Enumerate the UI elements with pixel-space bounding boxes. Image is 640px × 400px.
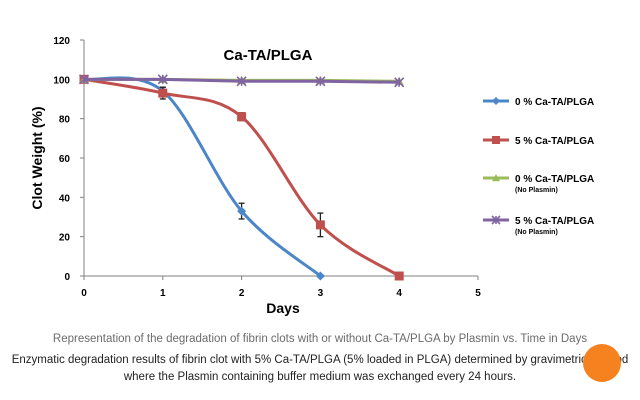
data-point-series-4 <box>315 76 326 87</box>
data-point-series-1 <box>315 271 325 281</box>
data-point-series-2 <box>394 271 404 281</box>
x-tick-label: 4 <box>396 288 402 299</box>
legend-marker <box>491 215 501 225</box>
data-point-series-4 <box>394 77 405 88</box>
x-tick-label: 1 <box>160 288 166 299</box>
y-tick-label: 120 <box>53 36 70 47</box>
series-line-2 <box>83 77 401 278</box>
legend-label: 0 % Ca-TA/PLGA <box>515 97 594 108</box>
data-point-series-4 <box>78 74 90 85</box>
data-point-series-2 <box>315 220 325 230</box>
figure-caption: Representation of the degradation of fib… <box>52 333 588 345</box>
y-tick-label: 60 <box>59 154 71 165</box>
y-axis-label: Clot Weight (%) <box>29 106 45 209</box>
orange-dot-icon <box>583 344 621 382</box>
legend-marker <box>492 174 500 182</box>
figure-description: Enzymatic degradation results of fibrin … <box>11 354 629 383</box>
legend-sublabel: (No Plasmin) <box>515 187 558 194</box>
chart-area: 0 20 40 60 80 100 120 0 1 2 3 4 5 Ca-TA/PLGA Days Clot … <box>29 36 594 316</box>
legend-label: 5 % Ca-TA/PLGA <box>515 216 594 227</box>
data-point-series-4 <box>157 74 168 85</box>
x-tick-label: 3 <box>318 288 324 299</box>
chart-title: Ca-TA/PLGA <box>224 47 313 64</box>
data-point-series-2 <box>237 112 247 122</box>
line-chart: 0 20 40 60 80 100 120 0 1 2 3 4 5 Ca-TA/PLGA Days Clot … <box>29 36 594 316</box>
legend-sublabel: (No Plasmin) <box>515 229 558 236</box>
x-tick-label: 2 <box>239 288 245 299</box>
data-point-series-2 <box>158 88 168 98</box>
y-tick-label: 100 <box>53 75 70 86</box>
y-tick-label: 80 <box>59 115 71 126</box>
legend-label: 0 % Ca-TA/PLGA <box>515 174 594 185</box>
y-tick-label: 0 <box>64 272 70 283</box>
x-axis-label: Days <box>266 300 300 316</box>
x-tick-label: 0 <box>81 288 87 299</box>
legend-marker <box>492 97 500 105</box>
legend-label: 5 % Ca-TA/PLGA <box>515 136 594 147</box>
legend-marker <box>492 136 500 144</box>
data-point-series-4 <box>236 76 247 87</box>
x-tick-label: 5 <box>475 288 481 299</box>
y-tick-label: 20 <box>59 233 71 244</box>
y-tick-label: 40 <box>59 193 71 204</box>
data-point-series-1 <box>237 206 247 216</box>
